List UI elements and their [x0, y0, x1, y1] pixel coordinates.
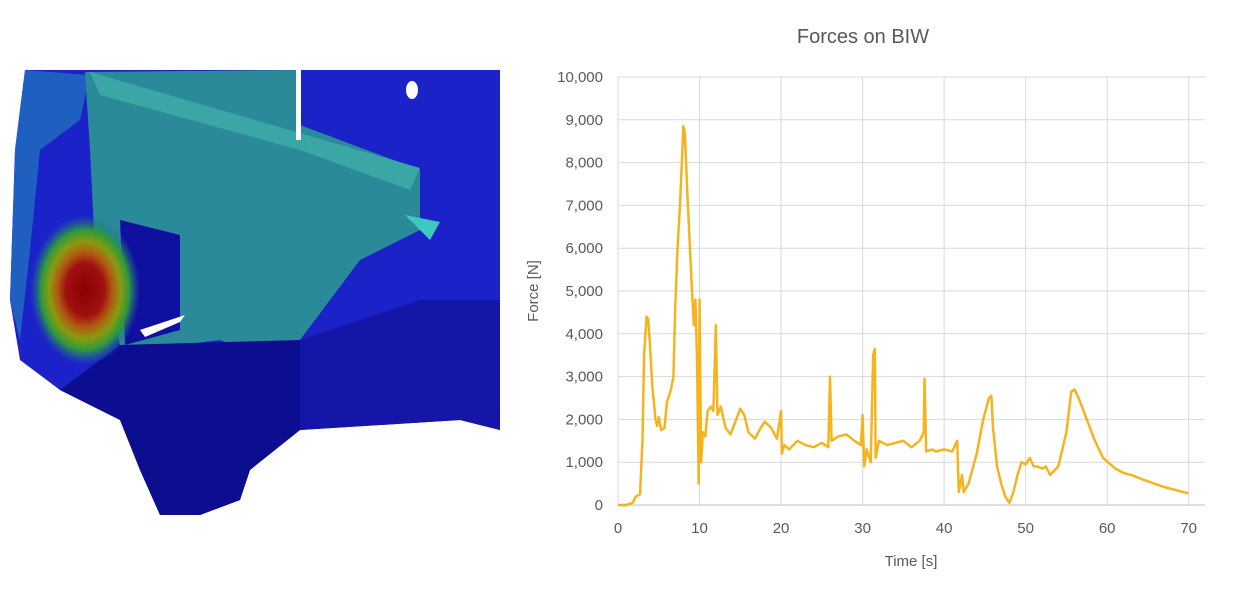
fea-render	[10, 70, 500, 515]
x-tick-label: 30	[854, 520, 871, 537]
x-tick-label: 60	[1099, 520, 1116, 537]
y-tick-label: 8,000	[565, 155, 603, 172]
y-tick-label: 7,000	[565, 197, 603, 214]
y-axis-label: Force [N]	[525, 260, 542, 322]
y-tick-label: 3,000	[565, 369, 603, 386]
x-tick-label: 10	[691, 520, 708, 537]
y-tick-label: 5,000	[565, 283, 603, 300]
x-tick-label: 0	[614, 520, 622, 537]
x-tick-label: 40	[936, 520, 953, 537]
y-tick-label: 6,000	[565, 240, 603, 257]
y-tick-label: 0	[595, 497, 603, 514]
chart-title: Forces on BIW	[797, 26, 929, 48]
y-tick-label: 10,000	[557, 69, 603, 86]
y-tick-label: 4,000	[565, 326, 603, 343]
y-tick-label: 9,000	[565, 112, 603, 129]
y-tick-label: 1,000	[565, 454, 603, 471]
x-tick-label: 70	[1180, 520, 1197, 537]
x-tick-label: 50	[1017, 520, 1034, 537]
x-tick-label: 20	[773, 520, 790, 537]
x-axis-label: Time [s]	[885, 553, 938, 570]
data-line	[618, 124, 1190, 507]
y-tick-label: 2,000	[565, 411, 603, 428]
